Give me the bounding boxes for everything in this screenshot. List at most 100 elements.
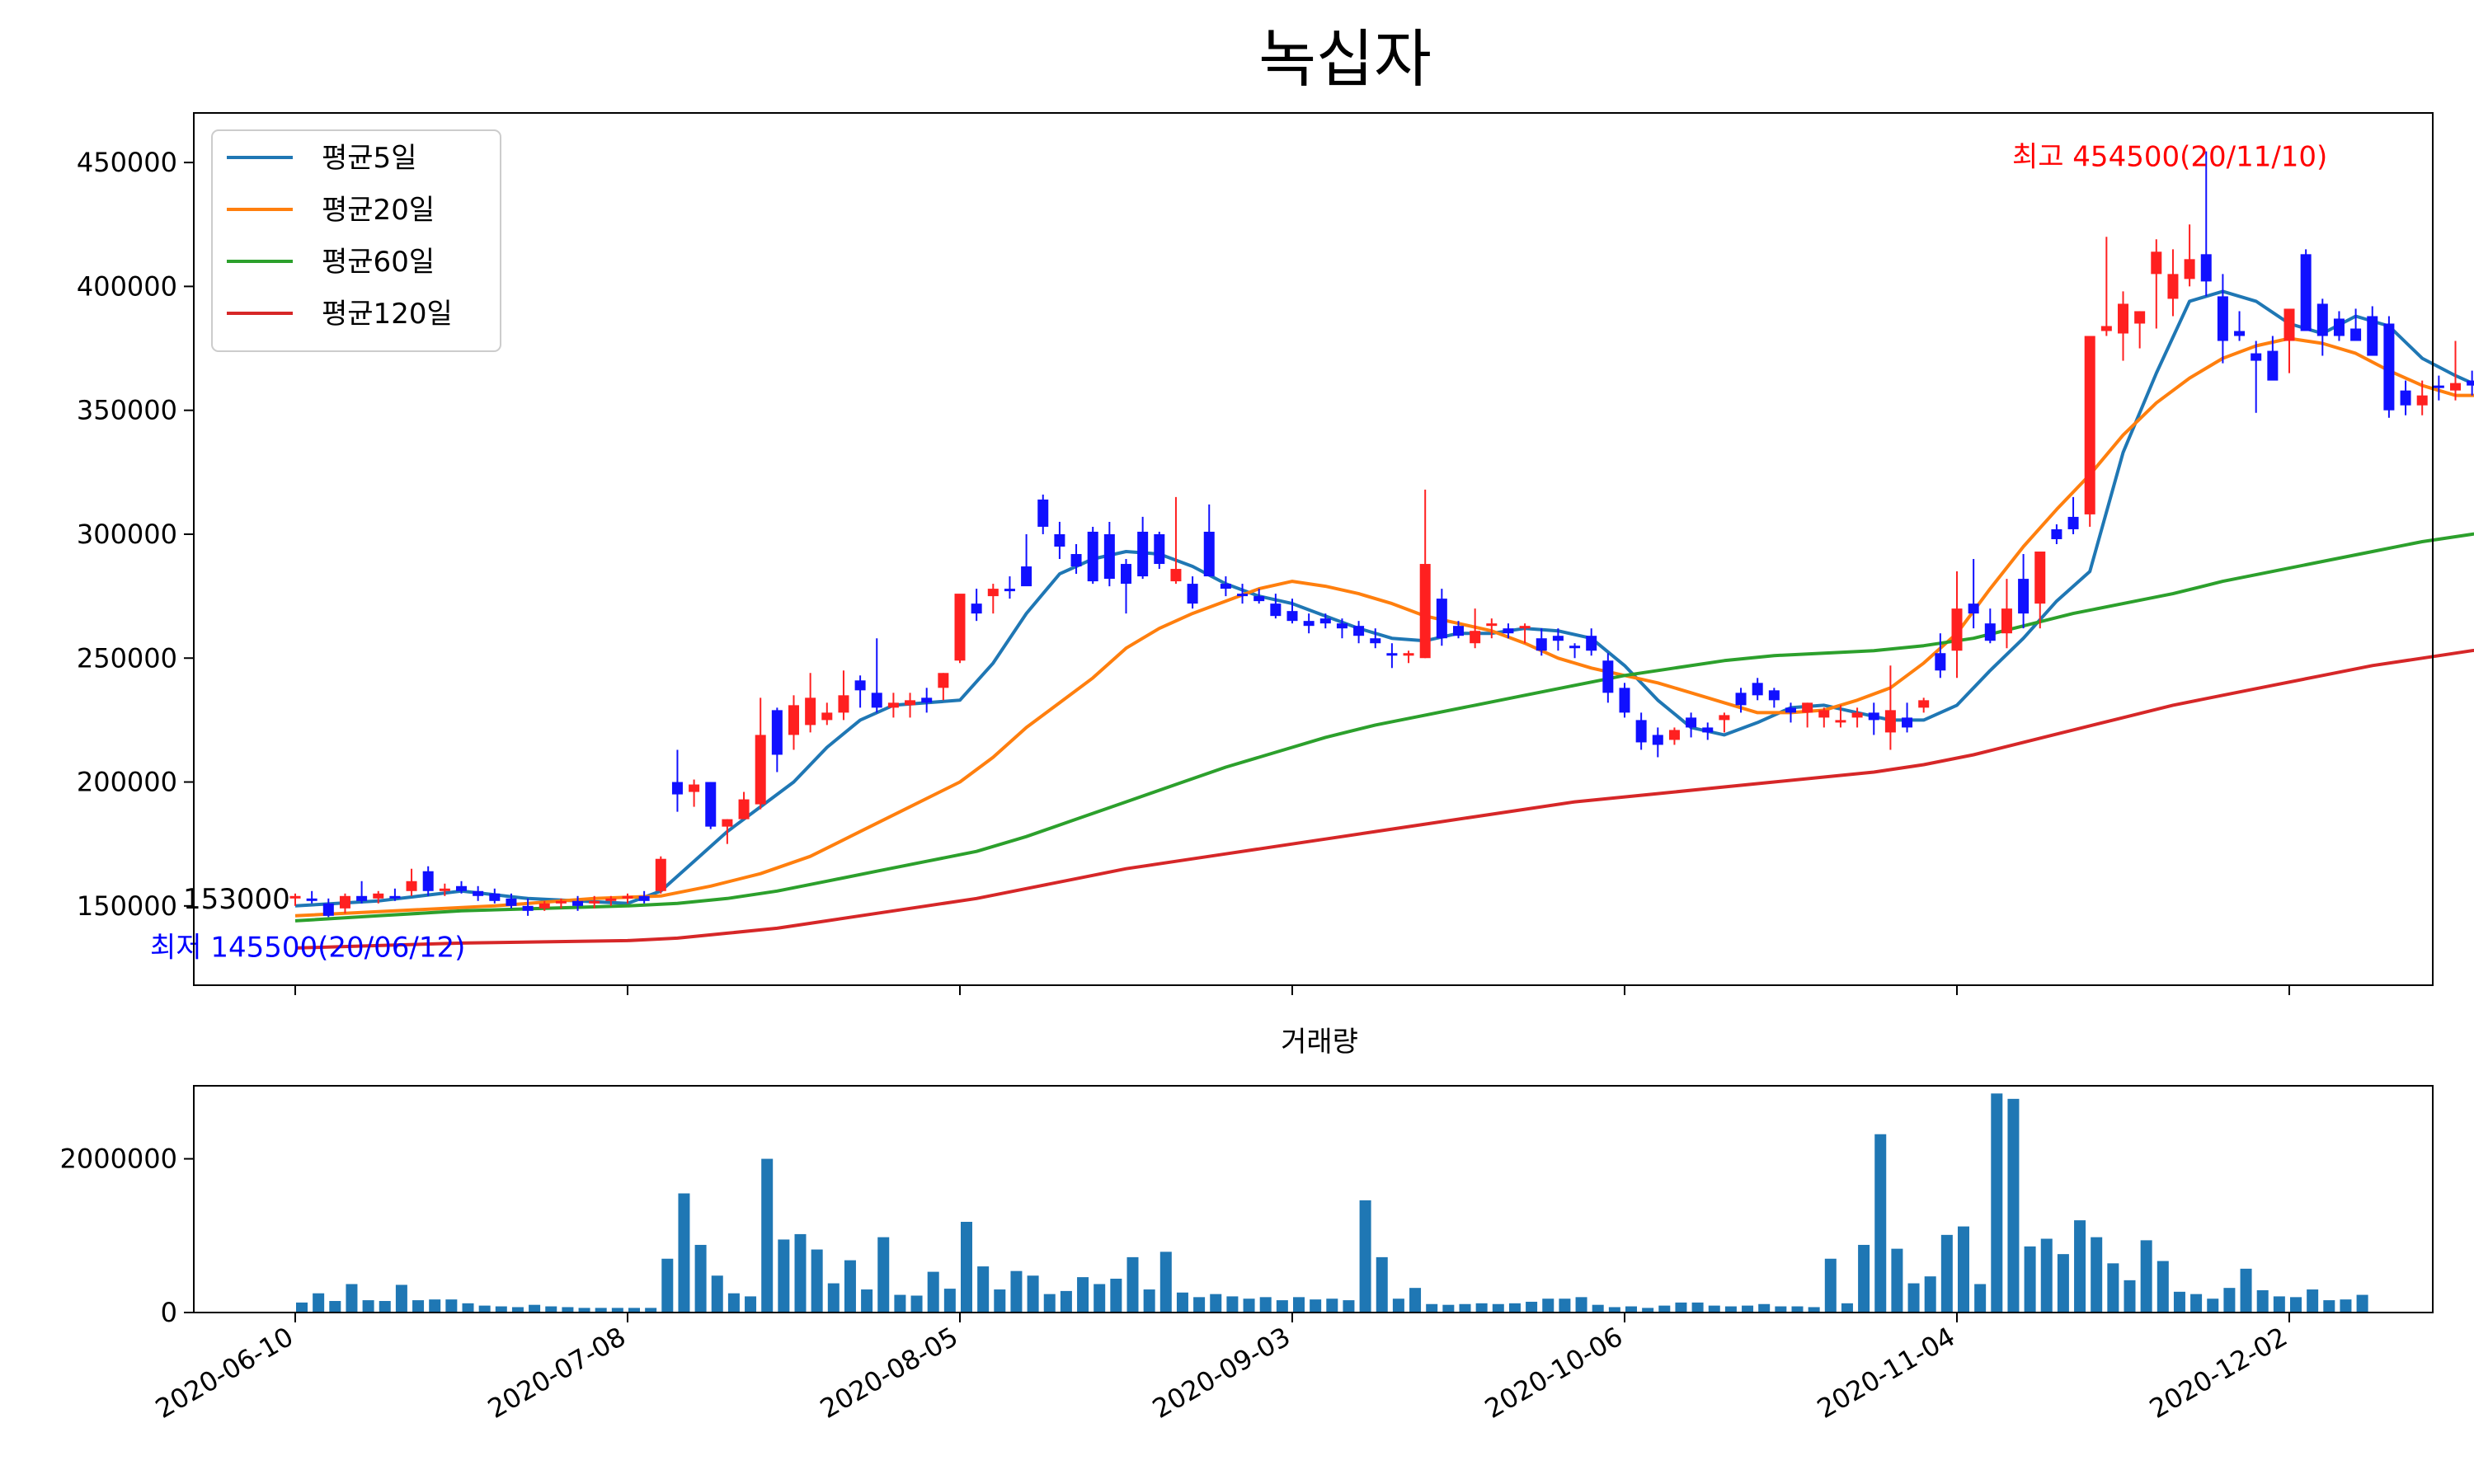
volume-bar — [1575, 1297, 1587, 1313]
candle-body — [2067, 516, 2079, 529]
volume-bar — [2290, 1297, 2302, 1313]
first-price-annotation: 153000 — [183, 883, 290, 916]
volume-bar — [678, 1193, 690, 1313]
price-annotations: 최고 454500(20/11/10) 최저 145500(20/06/12) 15… — [150, 141, 2327, 965]
candle-body — [2051, 528, 2062, 539]
volume-bar — [362, 1300, 374, 1313]
volume-bar — [1891, 1248, 1903, 1313]
candle-body — [987, 589, 999, 597]
price-panel: 150000 200000 250000 300000 350000 400000 4500… — [77, 112, 2474, 995]
candle-body — [2433, 385, 2444, 388]
volume-bar — [1110, 1278, 1122, 1313]
volume-bar — [1143, 1289, 1155, 1313]
candle-body — [2300, 254, 2312, 331]
candle-body — [1536, 638, 1547, 651]
volume-bar — [429, 1299, 441, 1313]
candle-body — [1103, 533, 1115, 580]
volume-bar — [1642, 1308, 1654, 1313]
volume-bar — [545, 1306, 557, 1313]
candle-body — [2018, 579, 2030, 614]
volume-bar — [994, 1289, 1006, 1313]
candle-body — [1818, 710, 1830, 718]
volume-bar — [1492, 1303, 1504, 1313]
candle-body — [1802, 702, 1813, 713]
volume-y-axis: 0 2000000 — [59, 1144, 194, 1328]
candle-body — [1436, 599, 1447, 639]
candle-body — [2184, 259, 2195, 279]
volume-chart-title: 거래량 — [1281, 1026, 1358, 1059]
candle-body — [555, 900, 567, 904]
candle-body — [356, 895, 368, 901]
candle-body — [722, 819, 733, 827]
high-annotation: 최고 454500(20/11/10) — [2012, 141, 2327, 174]
volume-bar — [910, 1295, 923, 1313]
candle-body — [1220, 584, 1231, 589]
volume-bar — [1176, 1292, 1188, 1313]
volume-bar — [1359, 1200, 1371, 1313]
volume-bar — [1459, 1303, 1471, 1313]
price-y-axis: 150000 200000 250000 300000 350000 400000 4500… — [77, 147, 194, 922]
candle-body — [2167, 274, 2179, 299]
legend-label-2: 평균20일 — [322, 194, 435, 227]
volume-bar — [1824, 1258, 1837, 1313]
volume-plot-frame — [193, 1085, 2434, 1313]
volume-bar — [2240, 1268, 2252, 1313]
volume-bar — [2207, 1298, 2219, 1313]
volume-bar — [296, 1302, 308, 1313]
candle-body — [439, 888, 450, 891]
candle-body — [2367, 316, 2378, 356]
volume-bar — [2040, 1238, 2053, 1313]
candle-body — [1735, 693, 1747, 706]
volume-bar — [462, 1303, 474, 1313]
volume-bar — [578, 1308, 590, 1313]
volume-bar — [1559, 1298, 1571, 1313]
volume-bar — [761, 1158, 774, 1313]
candle-body — [788, 705, 799, 735]
volume-bar — [894, 1294, 906, 1313]
candle-body — [1519, 626, 1531, 629]
candle-body — [1336, 623, 1348, 629]
candle-body — [572, 900, 584, 906]
ma-line-1 — [294, 289, 2474, 908]
candle-body — [373, 893, 384, 899]
candle-body — [954, 594, 966, 661]
volume-bar — [1858, 1244, 1870, 1313]
candle-body — [1004, 589, 1015, 592]
candle-body — [771, 710, 783, 755]
candle-body — [1768, 690, 1780, 701]
candle-body — [1187, 584, 1198, 604]
volume-bar — [1608, 1307, 1620, 1313]
candle-body — [2467, 380, 2474, 386]
candle-body — [1237, 594, 1249, 597]
candle-body — [1752, 683, 1763, 696]
candle-body — [2034, 552, 2046, 604]
volume-bar — [943, 1289, 956, 1313]
volume-bar — [1924, 1276, 1936, 1313]
volume-bar — [861, 1289, 873, 1313]
candle-body — [1552, 636, 1564, 641]
candle-body — [1968, 603, 1979, 614]
candle-body — [1154, 533, 1165, 565]
candle-body — [539, 903, 550, 909]
legend-label-4: 평균120일 — [322, 298, 453, 331]
volume-bar — [313, 1293, 325, 1313]
legend-label-1: 평균5일 — [322, 142, 416, 175]
candle-body — [1453, 626, 1464, 636]
volume-bar — [1159, 1252, 1172, 1313]
volume-bar — [595, 1308, 607, 1313]
candle-body — [1070, 554, 1082, 567]
candle-body — [1619, 688, 1630, 713]
volume-bar — [1974, 1284, 1987, 1313]
volume-bar — [379, 1301, 391, 1313]
candle-body — [2400, 390, 2411, 406]
candle-body — [2284, 308, 2295, 341]
candle-body — [1203, 531, 1215, 577]
volume-bar — [2091, 1237, 2103, 1313]
candle-body — [1984, 623, 1996, 641]
volume-bar — [794, 1233, 807, 1313]
price-y-tick-label: 300000 — [77, 519, 177, 550]
volume-bar — [2307, 1289, 2319, 1313]
volume-bar — [2256, 1289, 2269, 1313]
volume-bar — [1907, 1283, 1920, 1313]
